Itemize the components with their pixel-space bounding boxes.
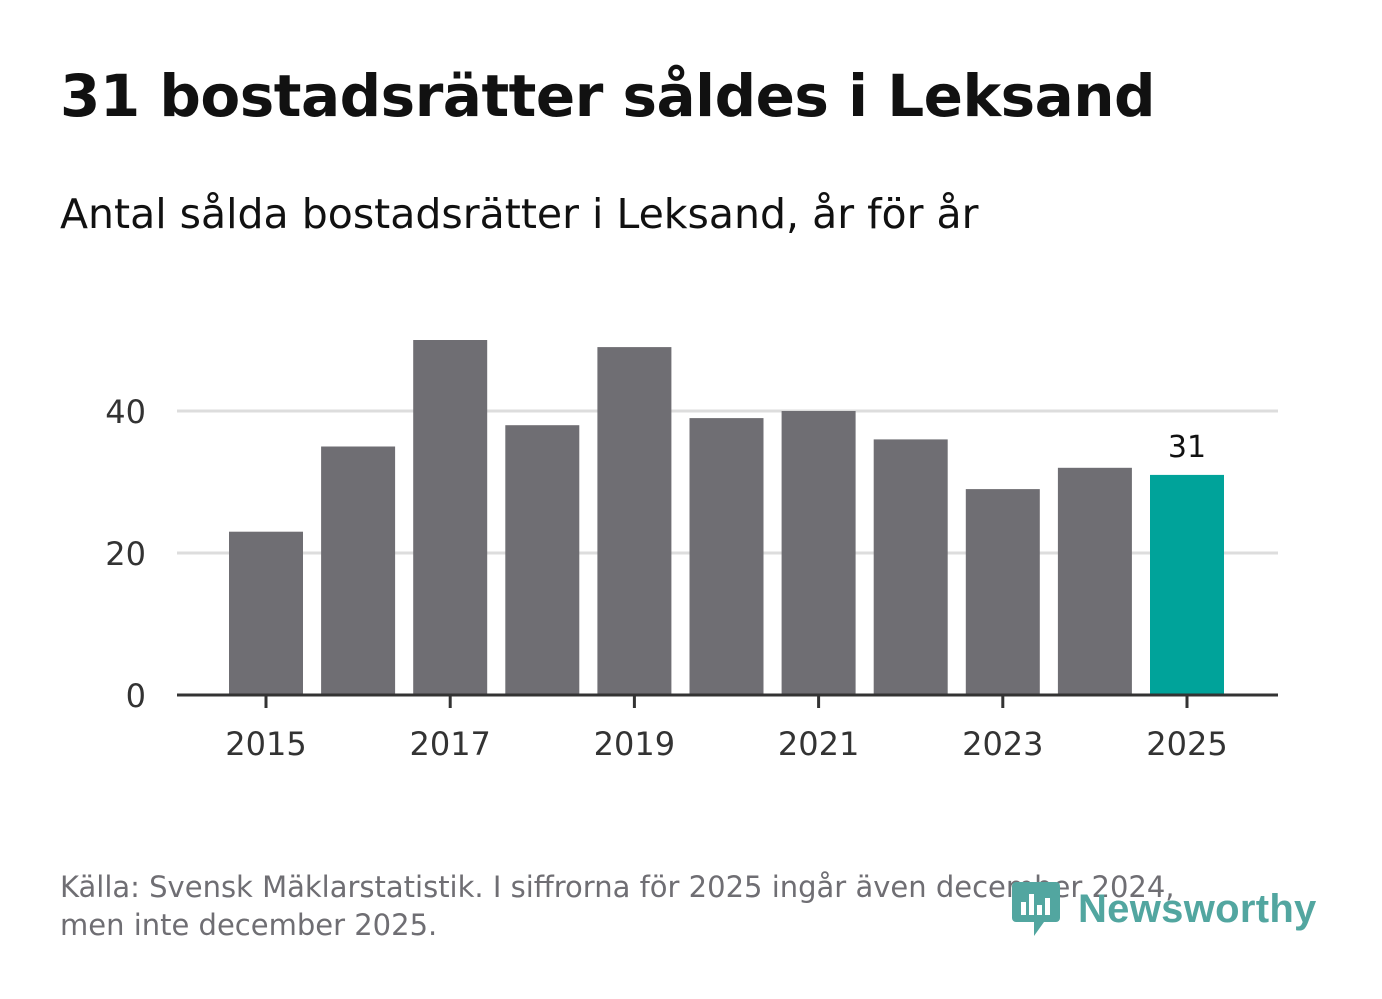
x-tick-label-2017: 2017	[409, 725, 490, 763]
bar-2022	[873, 439, 948, 695]
x-tick-label-2025: 2025	[1146, 725, 1227, 763]
bar-2024	[1057, 467, 1132, 695]
x-tick-label-2015: 2015	[225, 725, 306, 763]
newsworthy-logo: Newsworthy	[1010, 878, 1317, 940]
y-tick-label-20: 20	[105, 535, 146, 573]
y-tick-label-40: 40	[105, 393, 146, 431]
bar-2016	[321, 446, 396, 695]
bar-2019	[597, 347, 672, 695]
bar-2023	[965, 489, 1040, 695]
y-tick-label-0: 0	[126, 677, 146, 715]
source-note: Källa: Svensk Mäklarstatistik. I siffror…	[60, 868, 1260, 944]
chart-title: 31 bostadsrätter såldes i Leksand	[60, 62, 1156, 130]
x-tick-label-2019: 2019	[594, 725, 675, 763]
bar-2021	[781, 411, 856, 695]
x-tick-label-2021: 2021	[778, 725, 859, 763]
newsworthy-logo-text: Newsworthy	[1078, 886, 1317, 931]
bar-2018	[505, 425, 580, 695]
bar-2015	[229, 531, 303, 695]
source-note-line-2: men inte december 2025.	[60, 908, 438, 942]
newsworthy-logo-icon	[1012, 882, 1060, 936]
bar-2020	[689, 418, 764, 695]
source-note-line-1: Källa: Svensk Mäklarstatistik. I siffror…	[60, 870, 1175, 904]
bar-2017	[413, 340, 488, 695]
data-label-2025: 31	[1168, 430, 1206, 465]
chart-subtitle: Antal sålda bostadsrätter i Leksand, år …	[60, 190, 979, 238]
bar-2025	[1150, 474, 1224, 695]
x-tick-label-2023: 2023	[962, 725, 1043, 763]
